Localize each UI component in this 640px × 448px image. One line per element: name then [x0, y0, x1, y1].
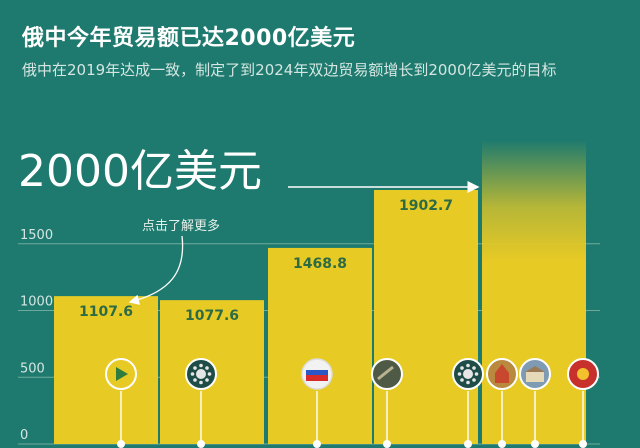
- timeline-dot: [498, 440, 506, 448]
- timeline-dot: [464, 440, 472, 448]
- timeline-dot: [197, 440, 205, 448]
- virus-icon[interactable]: [452, 358, 484, 390]
- hint-arrow: [128, 235, 184, 305]
- timeline-dot: [579, 440, 587, 448]
- russian-flag-icon[interactable]: [301, 358, 333, 390]
- chart-title: 俄中今年贸易额已达2000亿美元: [22, 26, 356, 51]
- bar-value-label: 1077.6: [185, 308, 239, 324]
- y-tick-label: 1500: [20, 228, 53, 243]
- timeline-dot: [117, 440, 125, 448]
- bar: [482, 140, 586, 444]
- cathedral-photo-icon[interactable]: [486, 358, 518, 390]
- timeline-dot: [313, 440, 321, 448]
- timeline-dot: [383, 440, 391, 448]
- emblem-icon[interactable]: [567, 358, 599, 390]
- more-info-hint: 点击了解更多: [142, 219, 221, 234]
- bar-value-label: 1107.6: [79, 304, 133, 320]
- y-tick-label: 0: [20, 428, 28, 443]
- target-value-label: 2000亿美元: [18, 146, 262, 197]
- virus-icon[interactable]: [185, 358, 217, 390]
- building-photo-icon[interactable]: [519, 358, 551, 390]
- chart-subtitle: 俄中在2019年达成一致，制定了到2024年双边贸易额增长到2000亿美元的目标: [22, 61, 557, 79]
- military-photo-icon[interactable]: [371, 358, 403, 390]
- bar: [268, 247, 372, 444]
- y-tick-label: 1000: [20, 295, 53, 310]
- bar-value-label: 1468.8: [293, 256, 347, 272]
- bar: [374, 189, 478, 444]
- y-tick-label: 500: [20, 361, 45, 376]
- bar-value-label: 1902.7: [399, 198, 453, 214]
- timeline-dot: [531, 440, 539, 448]
- play-icon[interactable]: [105, 358, 137, 390]
